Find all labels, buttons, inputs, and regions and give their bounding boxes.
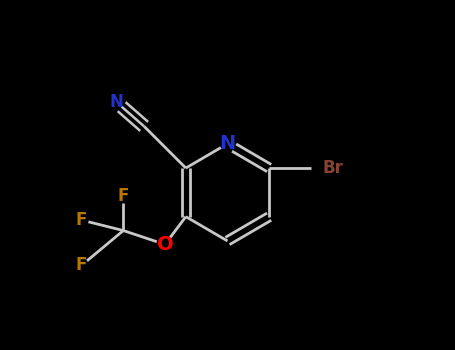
Text: O: O [157,235,173,254]
Text: N: N [219,134,236,153]
Text: Br: Br [323,159,344,177]
Text: N: N [110,93,123,111]
Text: F: F [76,211,87,229]
Text: F: F [118,187,129,205]
Text: F: F [76,256,87,274]
